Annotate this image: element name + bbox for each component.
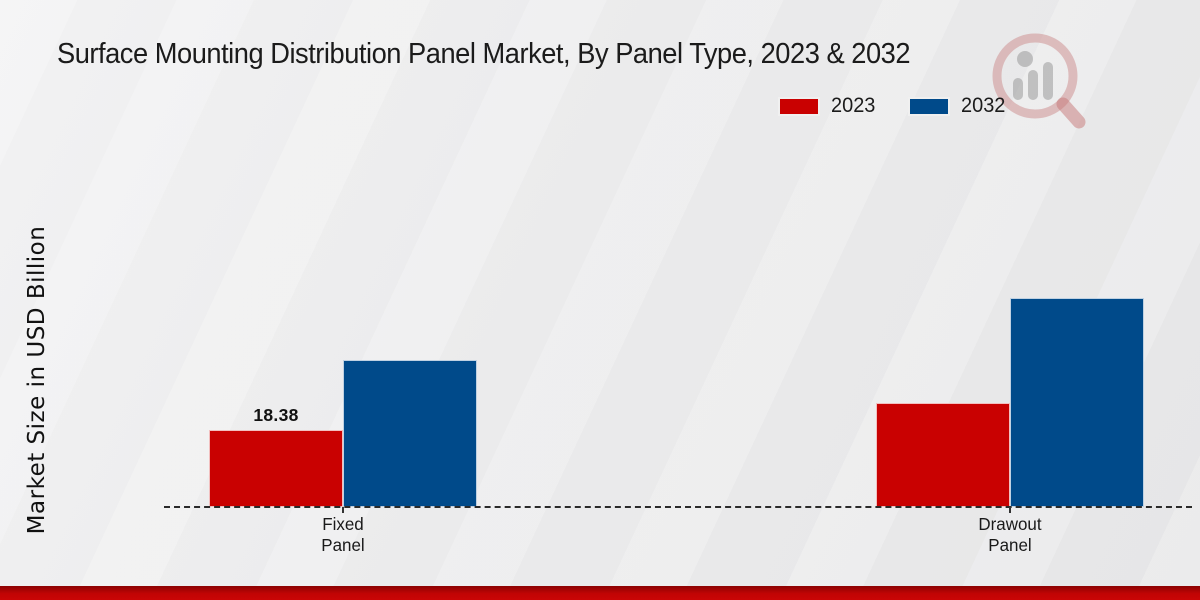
- x-axis-tick-drawout-panel: [1009, 507, 1011, 513]
- bar-2032-drawout-panel: [1010, 298, 1144, 507]
- legend-label-2023: 2023: [831, 94, 876, 117]
- magnifier-bar-chart-logo-icon: [992, 33, 1086, 129]
- legend-swatch-2023: [778, 96, 820, 116]
- legend-item-2032: 2032: [907, 94, 1008, 118]
- bar-2023-fixed-panel: [209, 430, 343, 507]
- legend-item-2023: 2023: [778, 94, 878, 118]
- legend-label-2032: 2032: [960, 94, 1006, 117]
- bar-2032-fixed-panel: [343, 360, 477, 507]
- category-label-drawout-panel: Drawout Panel: [932, 514, 1087, 556]
- category-label-line: Fixed: [322, 514, 364, 534]
- category-label-line: Drawout: [978, 514, 1042, 534]
- legend-swatch-2032: [907, 96, 950, 116]
- x-axis-baseline: [164, 506, 1192, 508]
- category-label-line: Panel: [988, 535, 1032, 555]
- bar-value-label-fixed-2023: 18.38: [253, 405, 299, 425]
- chart-title: Surface Mounting Distribution Panel Mark…: [57, 38, 911, 70]
- legend: 2023 2032: [778, 94, 1037, 118]
- bar-2023-drawout-panel: [876, 403, 1010, 507]
- footer-accent-bar: [0, 586, 1200, 600]
- y-axis-label: Market Size in USD Billion: [24, 225, 50, 535]
- category-label-fixed-panel: Fixed Panel: [265, 514, 420, 556]
- x-axis-tick-fixed-panel: [342, 507, 344, 513]
- category-label-line: Panel: [321, 535, 365, 555]
